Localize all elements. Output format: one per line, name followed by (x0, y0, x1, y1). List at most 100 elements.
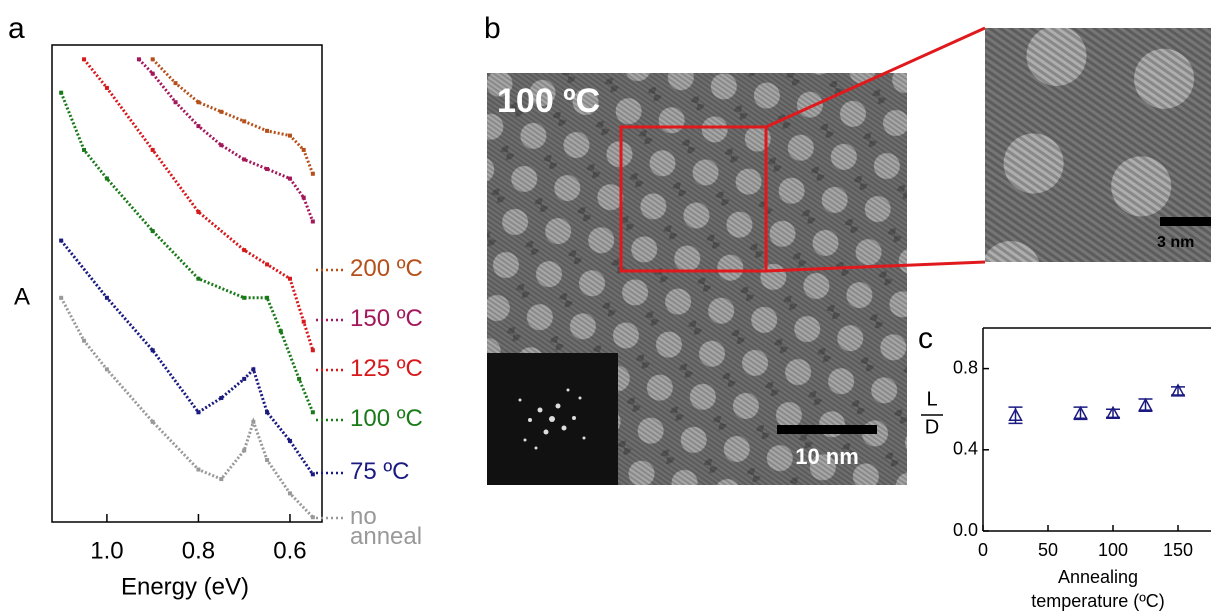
data-point (173, 100, 178, 105)
x-tick-label: 150 (1163, 540, 1193, 560)
data-point (301, 147, 306, 152)
data-point (310, 410, 315, 415)
data-point (104, 367, 109, 372)
spectrum (60, 239, 315, 476)
data-point (104, 85, 109, 90)
legend-label: 200 ºC (350, 255, 423, 282)
marker (1138, 397, 1153, 411)
data-point (82, 147, 87, 152)
data-point (59, 238, 64, 243)
legend-label: 150 ºC (350, 305, 423, 332)
x-axis-label: temperature (ºC) (1031, 591, 1165, 611)
data-point (287, 276, 292, 281)
x-tick-label: 0.8 (182, 537, 215, 564)
data-point (196, 410, 201, 415)
scale-bar (777, 425, 877, 434)
plot-frame (51, 44, 323, 523)
y-tick-label: 0.4 (953, 439, 978, 459)
data-point (287, 176, 292, 181)
data-point (150, 348, 155, 353)
data-point (287, 438, 292, 443)
y-tick-label: 0.0 (953, 520, 978, 540)
data-point (104, 176, 109, 181)
marker (1170, 383, 1186, 397)
data-point (219, 143, 224, 148)
data-point (310, 515, 315, 520)
data-point (242, 248, 247, 253)
data-point (287, 491, 292, 496)
data-point (150, 71, 155, 76)
panel-label: c (918, 322, 933, 355)
data-point (150, 419, 155, 424)
scale-bar (1160, 217, 1211, 226)
y-axis-label: A (14, 283, 30, 310)
legend-label: 75 ºC (350, 458, 410, 485)
data-point (82, 57, 87, 62)
x-tick-label: 0 (978, 540, 988, 560)
data-point (242, 157, 247, 162)
data-point (265, 295, 270, 300)
data-point (265, 457, 270, 462)
legend-label: 125 ºC (350, 355, 423, 382)
data-point (150, 229, 155, 234)
data-point (297, 376, 302, 381)
data-point (310, 171, 315, 176)
data-point (310, 219, 315, 224)
data-point (301, 195, 306, 200)
y-axis-label: L (926, 388, 937, 410)
data-point (104, 295, 109, 300)
data-point (265, 410, 270, 415)
marker (1105, 405, 1121, 420)
zoom-line (765, 26, 986, 129)
marker (1008, 407, 1023, 422)
data-point (196, 209, 201, 214)
data-point (265, 128, 270, 133)
data-point (242, 119, 247, 124)
spectrum (137, 58, 315, 223)
data-point (196, 467, 201, 472)
data-point (196, 100, 201, 105)
data-point (310, 348, 315, 353)
panel-label: a (8, 12, 25, 45)
data-point (278, 329, 283, 334)
data-point (59, 295, 64, 300)
panel-label: b (484, 12, 501, 45)
scale-label: 10 nm (795, 444, 859, 469)
y-axis-label: D (925, 416, 939, 438)
data-point (265, 167, 270, 172)
data-point (196, 276, 201, 281)
legend-label: no anneal (350, 503, 423, 550)
legend-label: 100 ºC (350, 405, 423, 432)
y-tick-label: 0.8 (953, 357, 978, 377)
fft-spots (518, 388, 586, 450)
x-tick-label: 50 (1038, 540, 1058, 560)
spectrum (59, 92, 315, 413)
data-point (265, 262, 270, 267)
data-point (310, 472, 315, 477)
x-tick-label: 1.0 (90, 537, 123, 564)
data-point (82, 338, 87, 343)
data-point (242, 376, 247, 381)
data-point (150, 57, 155, 62)
data-point (242, 448, 247, 453)
spectrum (59, 297, 314, 519)
data-point (287, 133, 292, 138)
scale-label: 3 nm (1157, 234, 1194, 251)
data-point (242, 295, 247, 300)
data-point (219, 109, 224, 114)
x-axis-label: Energy (eV) (121, 573, 249, 600)
tem-zoom-texture (985, 28, 1211, 262)
marker (1073, 405, 1088, 420)
data-point (196, 124, 201, 129)
data-point (251, 367, 256, 372)
image-label: 100 ºC (497, 82, 600, 120)
x-tick-label: 0.6 (273, 537, 306, 564)
data-point (150, 147, 155, 152)
data-point (59, 90, 64, 95)
x-axis-label: Annealing (1058, 567, 1138, 587)
data-point (219, 395, 224, 400)
spectrum (151, 58, 315, 175)
data-point (219, 477, 224, 482)
